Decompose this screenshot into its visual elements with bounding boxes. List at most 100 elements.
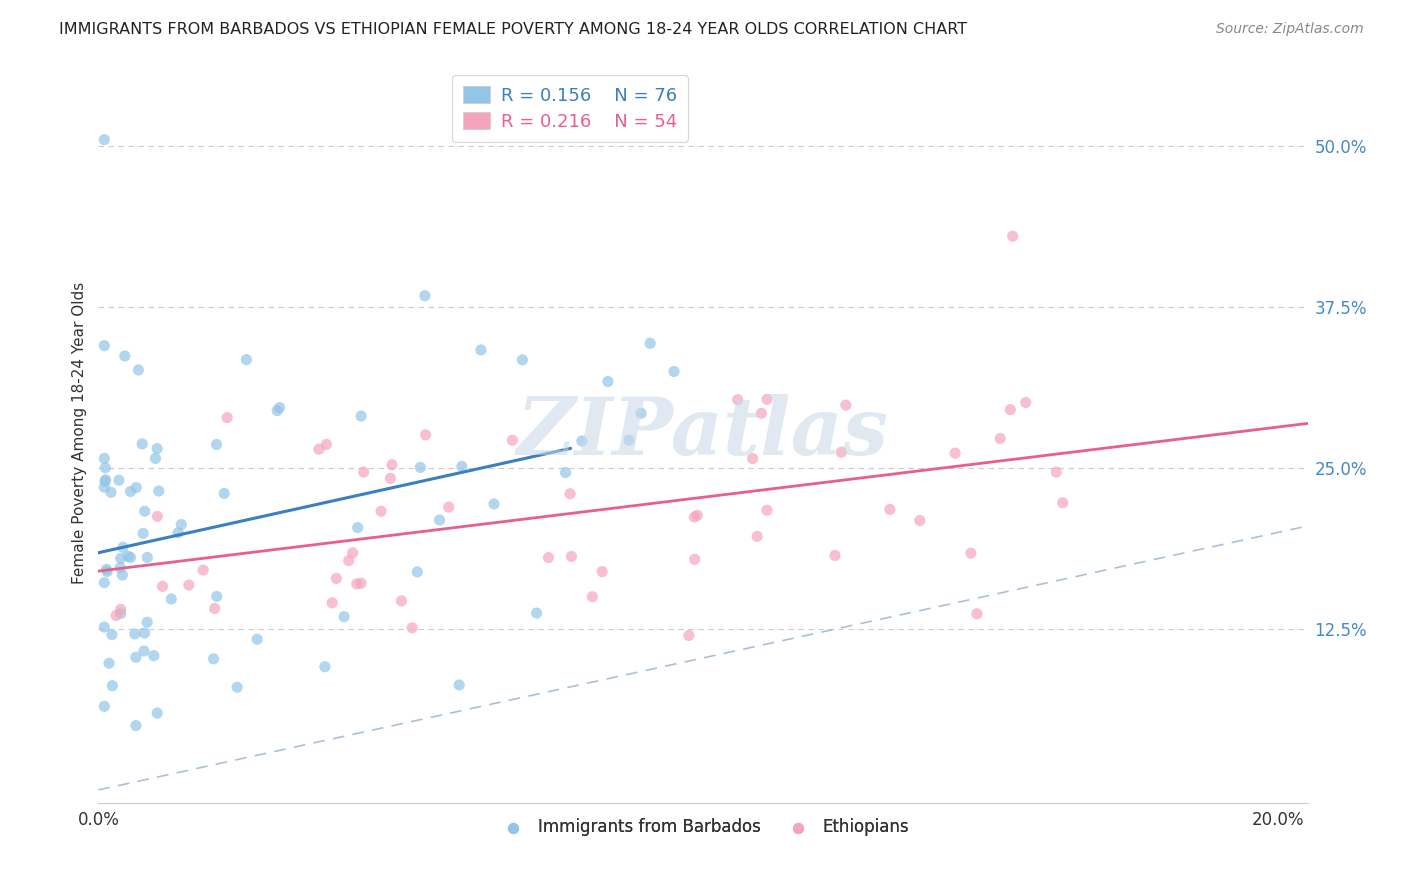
Point	[269, 401, 291, 415]
Point	[94, 460, 117, 475]
Point	[751, 406, 773, 420]
Point	[152, 579, 174, 593]
Point	[93, 133, 115, 147]
Point	[370, 504, 392, 518]
Point	[193, 563, 215, 577]
Point	[146, 509, 169, 524]
Point	[391, 594, 413, 608]
Point	[415, 428, 437, 442]
Point	[93, 480, 115, 494]
Point	[988, 432, 1011, 446]
Point	[450, 459, 472, 474]
Point	[333, 609, 356, 624]
Point	[101, 679, 124, 693]
Point	[205, 437, 228, 451]
Point	[94, 473, 117, 487]
Point	[146, 442, 169, 456]
Point	[100, 485, 122, 500]
Text: Source: ZipAtlas.com: Source: ZipAtlas.com	[1216, 22, 1364, 37]
Point	[409, 460, 432, 475]
Point	[125, 481, 148, 495]
Point	[596, 375, 619, 389]
Point	[315, 437, 337, 451]
Point	[342, 546, 364, 560]
Point	[146, 706, 169, 720]
Point	[756, 392, 779, 407]
Point	[879, 502, 901, 516]
Point	[401, 621, 423, 635]
Point	[571, 434, 593, 448]
Point	[413, 289, 436, 303]
Point	[93, 451, 115, 466]
Point	[132, 644, 155, 658]
Point	[266, 403, 288, 417]
Point	[755, 503, 778, 517]
Point	[683, 552, 706, 566]
Point	[246, 632, 269, 647]
Point	[350, 576, 373, 591]
Point	[966, 607, 988, 621]
Point	[98, 657, 121, 671]
Point	[235, 352, 257, 367]
Point	[321, 596, 343, 610]
Point	[105, 608, 128, 623]
Point	[145, 451, 167, 466]
Point	[212, 486, 235, 500]
Point	[406, 565, 429, 579]
Point	[591, 565, 613, 579]
Point	[380, 471, 402, 485]
Point	[381, 458, 404, 472]
Point	[830, 445, 852, 459]
Point	[554, 466, 576, 480]
Point	[93, 338, 115, 352]
Point	[350, 409, 373, 423]
Point	[93, 699, 115, 714]
Point	[93, 575, 115, 590]
Point	[617, 434, 640, 448]
Point	[132, 526, 155, 541]
Point	[501, 434, 523, 448]
Point	[110, 602, 132, 616]
Point	[96, 562, 118, 576]
Point	[111, 568, 134, 582]
Point	[470, 343, 492, 357]
Point	[108, 560, 131, 574]
Point	[93, 620, 115, 634]
Point	[111, 541, 134, 555]
Point	[308, 442, 330, 457]
Point	[142, 648, 165, 663]
Point	[134, 626, 156, 640]
Point	[581, 590, 603, 604]
Point	[512, 352, 534, 367]
Point	[114, 349, 136, 363]
Point	[741, 451, 763, 466]
Point	[170, 517, 193, 532]
Point	[96, 565, 118, 579]
Point	[108, 473, 131, 487]
Point	[314, 659, 336, 673]
Point	[120, 484, 142, 499]
Point	[136, 550, 159, 565]
Point	[124, 627, 146, 641]
Point	[727, 392, 749, 407]
Point	[117, 549, 139, 564]
Point	[537, 550, 560, 565]
Point	[217, 410, 239, 425]
Point	[1052, 496, 1074, 510]
Point	[429, 513, 451, 527]
Point	[1000, 402, 1022, 417]
Point	[134, 504, 156, 518]
Point	[638, 336, 661, 351]
Point	[662, 364, 685, 378]
Point	[558, 487, 581, 501]
Point	[325, 572, 347, 586]
Point	[437, 500, 460, 514]
Point	[560, 549, 582, 564]
Point	[678, 628, 700, 642]
Point	[94, 475, 117, 489]
Point	[167, 525, 190, 540]
Point	[526, 606, 548, 620]
Point	[353, 465, 375, 479]
Point	[110, 551, 132, 566]
Point	[120, 550, 142, 565]
